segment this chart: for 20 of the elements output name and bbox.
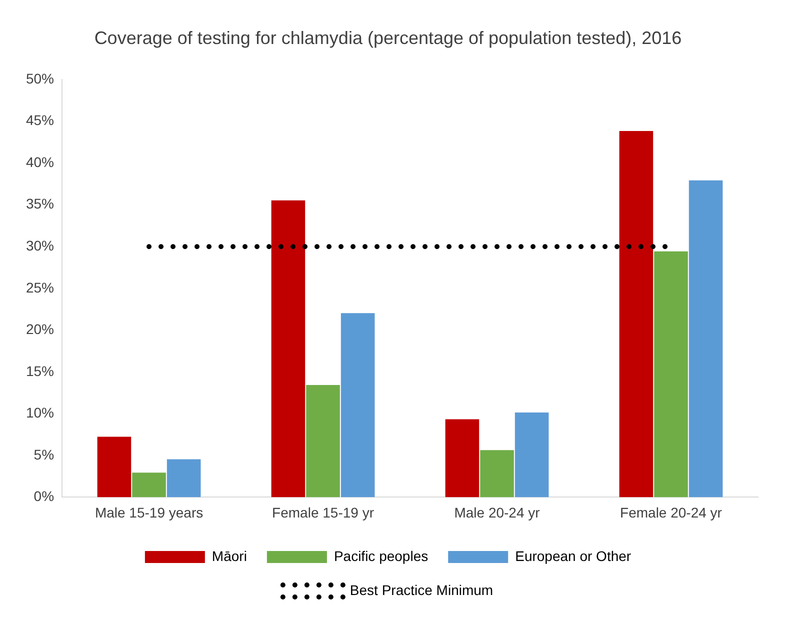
y-tick-label: 30% [26,238,54,254]
y-tick-label: 45% [26,112,54,128]
y-tick-label: 0% [34,488,54,504]
legend-label: Pacific peoples [334,548,428,564]
x-tick-label: Male 15-19 years [94,504,204,520]
x-tick-label: Female 15-19 yr [272,504,374,520]
y-tick-label: 10% [26,404,54,421]
legend-label: European or Other [515,548,632,564]
x-tick-label: Female 20-24 yr [620,504,722,520]
x-tick-label: Male 20-24 yr [454,504,540,520]
y-tick-label: 50% [26,70,54,86]
legend-label: Māori [212,548,247,564]
y-tick-label: 15% [26,362,54,379]
y-tick-label: 35% [26,196,54,212]
legend-label: Best Practice Minimum [350,582,494,598]
y-tick-label: 20% [26,321,54,338]
chart-title: Coverage of testing for chlamydia (percentage of population tested), 2016 [94,28,682,48]
y-tick-label: 25% [26,279,54,296]
y-tick-label: 5% [34,446,54,462]
y-tick-label: 40% [26,154,54,170]
